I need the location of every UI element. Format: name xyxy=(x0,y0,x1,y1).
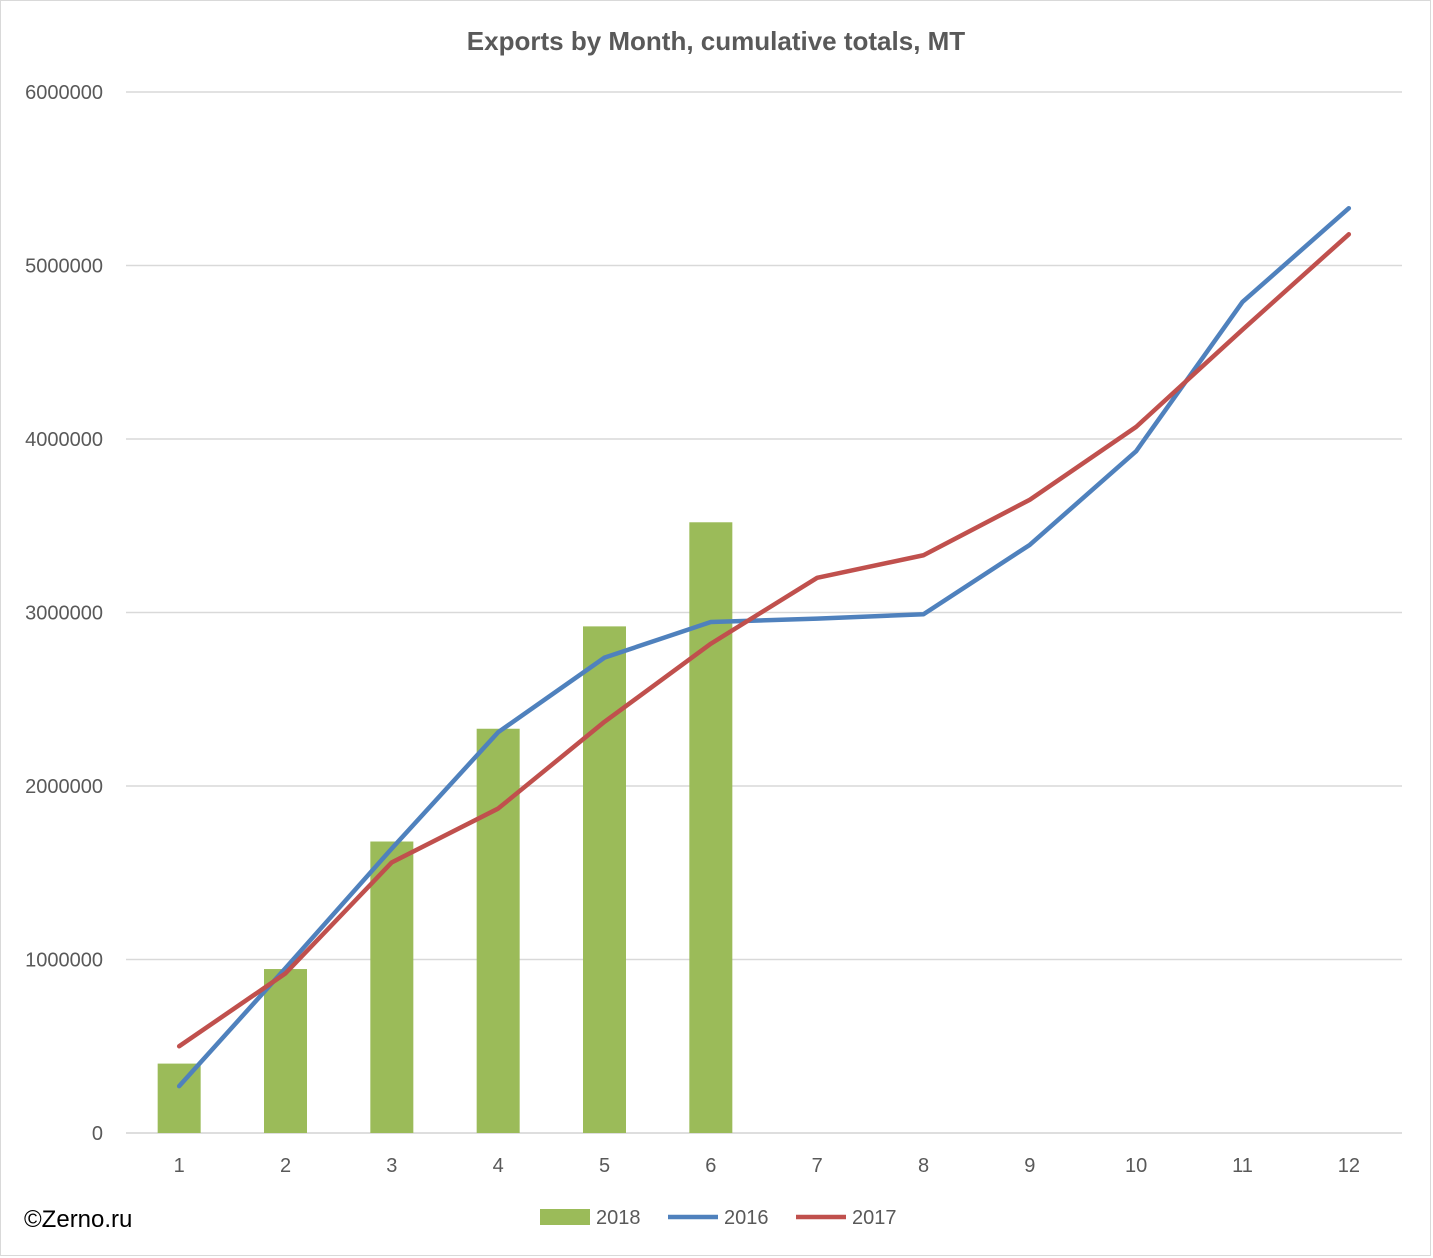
bar-2018 xyxy=(370,841,414,1133)
watermark: ©Zerno.ru xyxy=(24,1206,133,1233)
y-tick-label: 6000000 xyxy=(25,82,103,104)
x-tick-label: 11 xyxy=(1232,1155,1253,1177)
y-tick-label: 0 xyxy=(92,1123,103,1145)
x-tick-label: 1 xyxy=(174,1155,185,1177)
line-2016 xyxy=(176,205,1352,1089)
y-tick-label: 3000000 xyxy=(25,603,103,625)
chart-title: Exports by Month, cumulative totals, MT xyxy=(467,26,965,56)
legend: 2018 2016 2017 xyxy=(540,1207,897,1229)
x-axis-ticks: 1 2 3 4 5 6 7 8 9 10 11 12 xyxy=(174,1155,1360,1177)
legend-label-2016: 2016 xyxy=(724,1207,769,1229)
y-axis-ticks: 0 1000000 2000000 3000000 4000000 5000000 6000… xyxy=(25,82,103,1145)
x-tick-label: 4 xyxy=(493,1155,504,1177)
legend-swatch-2018 xyxy=(540,1209,590,1225)
x-tick-label: 12 xyxy=(1338,1155,1360,1177)
x-tick-label: 3 xyxy=(386,1155,397,1177)
bar-2018 xyxy=(476,728,520,1133)
y-tick-label: 5000000 xyxy=(25,256,103,278)
y-tick-label: 2000000 xyxy=(25,776,103,798)
bar-2018 xyxy=(264,969,307,1133)
x-tick-label: 2 xyxy=(280,1155,291,1177)
y-tick-label: 1000000 xyxy=(25,950,103,972)
y-tick-label: 4000000 xyxy=(25,429,103,451)
x-tick-label: 6 xyxy=(705,1155,716,1177)
bar-2018 xyxy=(157,1063,201,1133)
x-tick-label: 10 xyxy=(1125,1155,1147,1177)
x-tick-label: 7 xyxy=(812,1155,823,1177)
bar-2018 xyxy=(689,522,733,1133)
legend-label-2017: 2017 xyxy=(852,1207,897,1229)
x-tick-label: 5 xyxy=(599,1155,610,1177)
bar-series xyxy=(157,522,733,1133)
line-2017 xyxy=(176,232,1352,1049)
x-tick-label: 9 xyxy=(1024,1155,1035,1177)
x-tick-label: 8 xyxy=(918,1155,929,1177)
line-series xyxy=(176,205,1352,1089)
legend-label-2018: 2018 xyxy=(596,1207,641,1229)
gridlines xyxy=(126,91,1402,1134)
bar-2018 xyxy=(583,626,626,1133)
